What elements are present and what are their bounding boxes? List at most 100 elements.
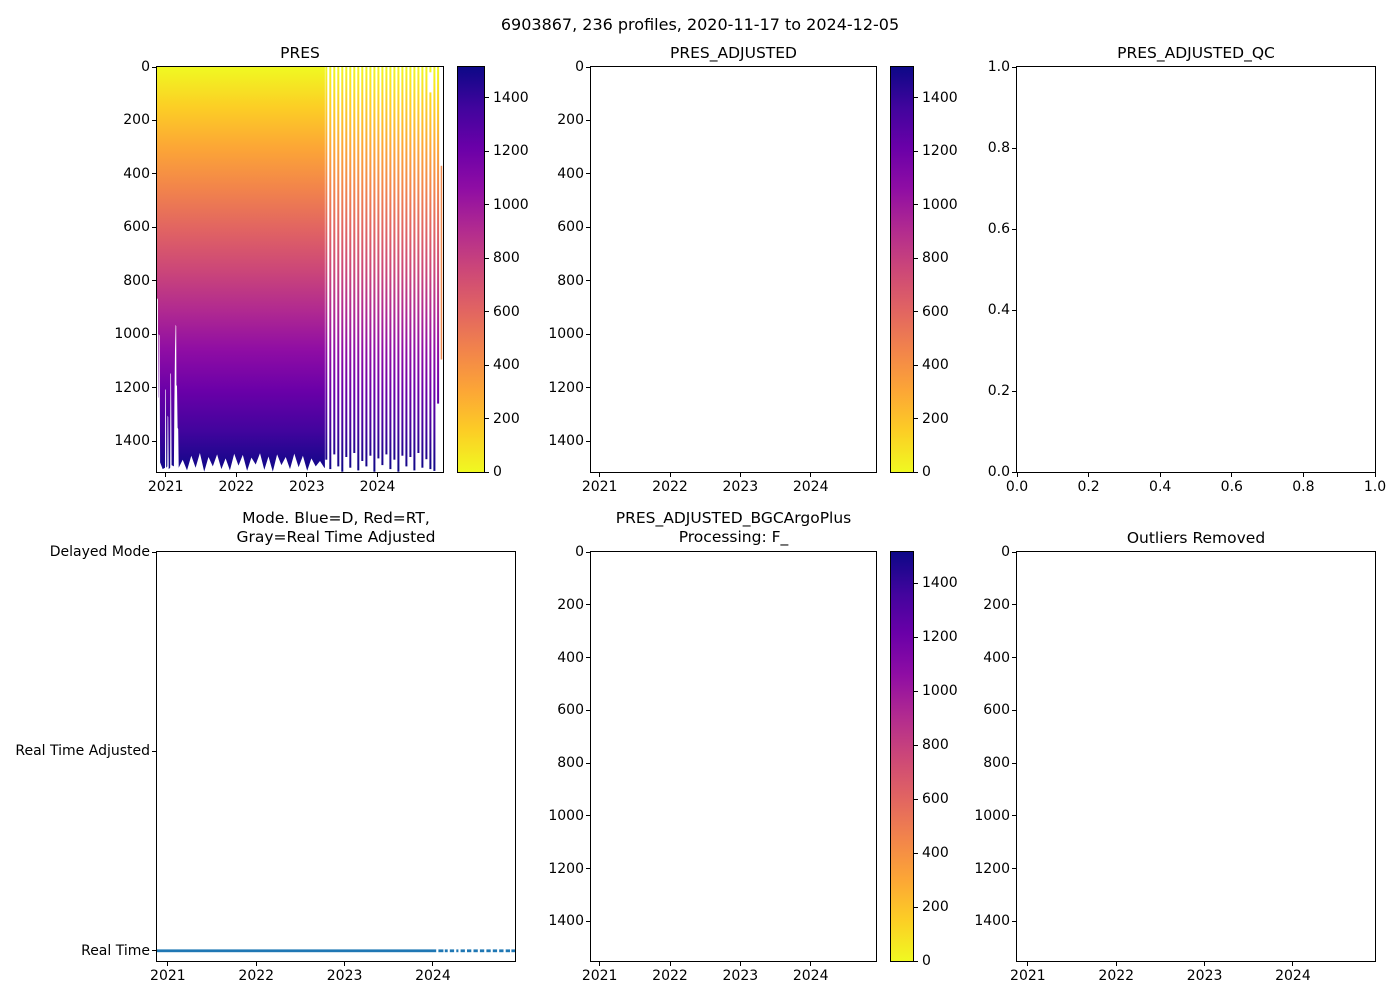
subplot-title-bgc-line1: PRES_ADJUSTED_BGCArgoPlus [615, 509, 852, 527]
tick-mark [1012, 228, 1016, 230]
tick-mark [485, 471, 489, 473]
tick-mark [914, 364, 918, 366]
x-tick-label: 2022 [218, 479, 255, 495]
x-tick-label: 2021 [581, 968, 618, 984]
y-tick-label: 0.8 [987, 140, 1010, 156]
tick-mark [914, 418, 918, 420]
tick-mark [586, 868, 590, 870]
tick-mark [669, 473, 671, 477]
tick-mark [432, 962, 434, 966]
tick-mark [739, 473, 741, 477]
y-tick-label: 0 [575, 544, 584, 560]
tick-mark [152, 750, 156, 752]
y-tick-label: 200 [123, 112, 150, 129]
tick-mark [1204, 962, 1206, 966]
tick-mark [1012, 815, 1016, 817]
mode-line-svg [157, 949, 515, 953]
axes-mode [156, 551, 516, 962]
colorbar-tick-label: 600 [493, 303, 520, 320]
tick-mark [1012, 709, 1016, 711]
colorbar-tick-label: 0 [922, 464, 931, 480]
tick-mark [1027, 962, 1029, 966]
tick-mark [1012, 551, 1016, 553]
tick-mark [376, 473, 378, 477]
x-tick-label: 2023 [722, 968, 759, 984]
y-tick-label: 0.0 [987, 464, 1010, 480]
tick-mark [344, 962, 346, 966]
colorbar-tick-label: 400 [493, 357, 520, 374]
x-tick-label: 2023 [722, 479, 759, 495]
x-tick-label: 2023 [326, 968, 363, 984]
tick-mark [1159, 473, 1161, 477]
colorbar-tick-label: 400 [922, 357, 949, 374]
tick-mark [669, 962, 671, 966]
y-tick-label: 1400 [548, 913, 584, 930]
x-tick-label: 2022 [652, 479, 688, 495]
tick-mark [586, 604, 590, 606]
x-tick-label: 2024 [415, 968, 451, 984]
tick-mark [1012, 66, 1016, 68]
tick-mark [485, 204, 489, 206]
tick-mark [914, 744, 918, 746]
tick-mark [152, 173, 156, 175]
y-tick-label: 400 [557, 165, 584, 182]
tick-mark [1088, 473, 1090, 477]
pres-scatter-svg [157, 67, 443, 472]
tick-mark [1012, 471, 1016, 473]
y-tick-label: 1200 [114, 379, 150, 396]
y-tick-label: 200 [983, 596, 1010, 613]
y-tick-label: 600 [983, 702, 1010, 719]
tick-mark [914, 150, 918, 152]
tick-mark [1012, 920, 1016, 922]
colorbar-tick-label: 1200 [922, 629, 958, 646]
tick-mark [255, 962, 257, 966]
tick-mark [152, 440, 156, 442]
x-tick-label: 2024 [792, 968, 829, 984]
subplot-title-pres-adjusted-qc: PRES_ADJUSTED_QC [1117, 44, 1275, 62]
y-tick-label: 1200 [974, 860, 1010, 877]
tick-mark [914, 798, 918, 800]
x-tick-label: 2021 [150, 968, 186, 984]
axes-pres [156, 66, 444, 473]
colorbar [890, 66, 914, 473]
axes-bgc [590, 551, 877, 962]
tick-mark [586, 920, 590, 922]
x-tick-label: 2021 [581, 479, 618, 495]
y-tick-label: 200 [557, 112, 584, 129]
tick-mark [914, 471, 918, 473]
colorbar [890, 551, 914, 962]
y-tick-label: 1000 [548, 326, 584, 343]
colorbar-tick-label: 1200 [922, 143, 958, 160]
colorbar-tick-label: 0 [493, 464, 502, 480]
colorbar-tick-label: 200 [493, 410, 520, 427]
tick-mark [1292, 962, 1294, 966]
colorbar-tick-label: 1000 [922, 683, 958, 700]
subplot-title-pres: PRES [280, 44, 320, 62]
tick-mark [152, 950, 156, 952]
y-tick-label: 0 [575, 59, 584, 75]
tick-mark [586, 815, 590, 817]
y-tick-label: 600 [557, 219, 584, 236]
y-tick-label: 0.2 [987, 383, 1010, 399]
tick-mark [914, 636, 918, 638]
y-tick-label: Delayed Mode [49, 544, 150, 560]
y-tick-label: 0 [1001, 544, 1010, 560]
tick-mark [810, 962, 812, 966]
tick-mark [485, 418, 489, 420]
tick-mark [586, 119, 590, 121]
tick-mark [586, 226, 590, 228]
subplot-title-mode-line1: Mode. Blue=D, Red=RT, [242, 509, 430, 527]
x-tick-label: 2024 [1275, 968, 1311, 984]
colorbar-tick-label: 1400 [493, 89, 529, 106]
y-tick-label: 200 [557, 596, 584, 613]
tick-mark [485, 311, 489, 313]
y-tick-label: 1000 [548, 807, 584, 824]
tick-mark [1231, 473, 1233, 477]
tick-mark [152, 226, 156, 228]
x-tick-label: 0.6 [1220, 479, 1243, 495]
axes-pres-adjusted [590, 66, 877, 473]
y-tick-label: Real Time Adjusted [15, 743, 150, 760]
y-tick-label: 0.6 [987, 221, 1010, 237]
subplot-title-mode: Mode. Blue=D, Red=RT, Gray=Real Time Adj… [157, 509, 515, 546]
x-tick-label: 2023 [1186, 968, 1223, 984]
